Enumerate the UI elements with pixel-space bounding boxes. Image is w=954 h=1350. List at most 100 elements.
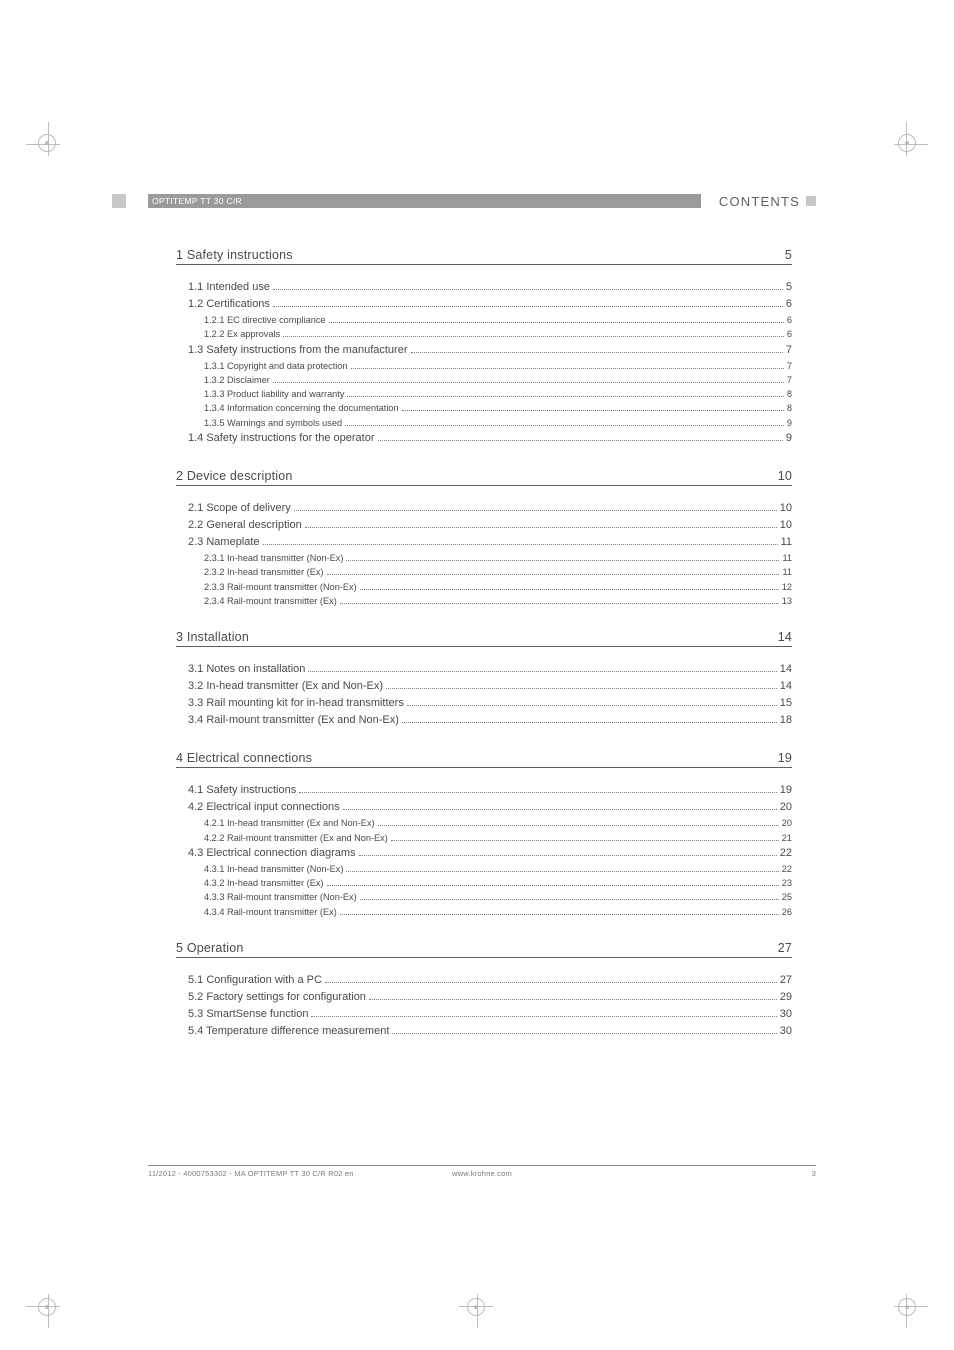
header-product: OPTITEMP TT 30 C/R [152, 196, 242, 206]
toc-entry-label: 2.1 Scope of delivery [176, 500, 291, 517]
toc-entry-page: 22 [780, 845, 792, 862]
toc-leader-dots [327, 885, 779, 886]
toc-entry-page: 11 [782, 551, 792, 565]
toc-entry-level2: 1.2.2 Ex approvals 6 [176, 327, 792, 341]
toc-content: 1 Safety instructions51.1 Intended use51… [176, 248, 792, 1040]
toc-entry-label: 3.1 Notes on installation [176, 661, 305, 678]
toc-entry-page: 9 [786, 430, 792, 447]
toc-entry-page: 13 [782, 594, 792, 608]
footer-doc-id: 11/2012 - 4000753302 - MA OPTITEMP TT 30… [148, 1169, 354, 1178]
toc-entry-page: 5 [786, 279, 792, 296]
toc-entry-level1: 1.1 Intended use 5 [176, 279, 792, 296]
toc-entry-label: 5.3 SmartSense function [176, 1006, 308, 1023]
toc-entry-page: 6 [786, 296, 792, 313]
toc-chapter-heading: 1 Safety instructions 5 [176, 248, 792, 265]
toc-leader-dots [360, 899, 779, 900]
toc-entry-label: 1.3.3 Product liability and warranty [176, 387, 344, 401]
toc-entry-label: 3.3 Rail mounting kit for in-head transm… [176, 695, 404, 712]
toc-chapter-page: 27 [778, 941, 792, 955]
toc-entry-label: 1.3.1 Copyright and data protection [176, 359, 348, 373]
toc-chapter-title: 4 Electrical connections [176, 751, 312, 765]
toc-leader-dots [311, 1016, 776, 1017]
toc-entry-page: 14 [780, 678, 792, 695]
toc-entry-page: 30 [780, 1006, 792, 1023]
toc-entry-level2: 1.2.1 EC directive compliance6 [176, 313, 792, 327]
toc-entry-level1: 4.1 Safety instructions 19 [176, 782, 792, 799]
toc-leader-dots [392, 1033, 776, 1034]
toc-entry-page: 18 [780, 712, 792, 729]
toc-entry-label: 4.3.3 Rail-mount transmitter (Non-Ex) [176, 890, 357, 904]
toc-entry-label: 2.3.3 Rail-mount transmitter (Non-Ex) [176, 580, 357, 594]
toc-entry-level2: 1.3.1 Copyright and data protection 7 [176, 359, 792, 373]
toc-entry-page: 7 [786, 342, 792, 359]
toc-entry-level2: 4.3.2 In-head transmitter (Ex)23 [176, 876, 792, 890]
toc-entry-label: 1.2 Certifications [176, 296, 270, 313]
toc-entry-level1: 5.2 Factory settings for configuration 29 [176, 989, 792, 1006]
toc-entry-level2: 1.3.3 Product liability and warranty 8 [176, 387, 792, 401]
toc-entry-label: 1.2.1 EC directive compliance [176, 313, 326, 327]
toc-entry-level1: 3.3 Rail mounting kit for in-head transm… [176, 695, 792, 712]
toc-entry-level2: 2.3.4 Rail-mount transmitter (Ex)13 [176, 594, 792, 608]
toc-entry-label: 4.3.4 Rail-mount transmitter (Ex) [176, 905, 337, 919]
crop-mark-top-left [34, 130, 62, 158]
toc-chapter-title: 5 Operation [176, 941, 244, 955]
toc-chapter-page: 19 [778, 751, 792, 765]
toc-entry-label: 4.1 Safety instructions [176, 782, 296, 799]
toc-entry-page: 21 [782, 831, 792, 845]
toc-leader-dots [402, 722, 777, 723]
toc-chapter-heading: 5 Operation 27 [176, 941, 792, 958]
toc-entry-level2: 2.3.2 In-head transmitter (Ex) 11 [176, 565, 792, 579]
toc-entry-label: 1.3.5 Warnings and symbols used [176, 416, 342, 430]
toc-chapter: 3 Installation143.1 Notes on installatio… [176, 630, 792, 729]
toc-entry-level1: 5.1 Configuration with a PC27 [176, 972, 792, 989]
crop-mark-bottom-left [34, 1292, 62, 1320]
toc-chapter-page: 14 [778, 630, 792, 644]
toc-entry-label: 4.2.1 In-head transmitter (Ex and Non-Ex… [176, 816, 375, 830]
toc-entry-page: 6 [787, 327, 792, 341]
toc-entry-level1: 3.1 Notes on installation14 [176, 661, 792, 678]
header-section-label: CONTENTS [711, 194, 804, 208]
header-right-square [806, 196, 816, 206]
toc-entry-page: 19 [780, 782, 792, 799]
toc-entry-page: 9 [787, 416, 792, 430]
page-footer: 11/2012 - 4000753302 - MA OPTITEMP TT 30… [148, 1165, 816, 1178]
toc-leader-dots [340, 603, 779, 604]
toc-entry-level2: 4.2.2 Rail-mount transmitter (Ex and Non… [176, 831, 792, 845]
toc-leader-dots [305, 527, 777, 528]
toc-chapter-title: 1 Safety instructions [176, 248, 293, 262]
toc-entry-level2: 2.3.3 Rail-mount transmitter (Non-Ex)12 [176, 580, 792, 594]
toc-entry-level1: 5.3 SmartSense function 30 [176, 1006, 792, 1023]
toc-entry-level1: 3.4 Rail-mount transmitter (Ex and Non-E… [176, 712, 792, 729]
toc-entry-page: 11 [782, 565, 792, 579]
toc-leader-dots [283, 336, 784, 337]
toc-entry-page: 27 [780, 972, 792, 989]
toc-leader-dots [378, 825, 779, 826]
toc-leader-dots [340, 914, 779, 915]
toc-leader-dots [273, 382, 784, 383]
toc-entry-page: 8 [787, 387, 792, 401]
toc-leader-dots [411, 352, 783, 353]
toc-entry-level1: 1.2 Certifications 6 [176, 296, 792, 313]
toc-entry-label: 4.3.1 In-head transmitter (Non-Ex) [176, 862, 343, 876]
toc-leader-dots [329, 322, 784, 323]
toc-entry-label: 1.1 Intended use [176, 279, 270, 296]
toc-entry-level1: 5.4 Temperature difference measurement 30 [176, 1023, 792, 1040]
toc-chapter-page: 10 [778, 469, 792, 483]
toc-chapter-page: 5 [785, 248, 792, 262]
toc-entry-label: 5.4 Temperature difference measurement [176, 1023, 389, 1040]
toc-entry-page: 7 [787, 359, 792, 373]
toc-leader-dots [273, 289, 783, 290]
toc-leader-dots [359, 855, 777, 856]
toc-entry-label: 1.2.2 Ex approvals [176, 327, 280, 341]
toc-entry-level1: 1.4 Safety instructions for the operator… [176, 430, 792, 447]
toc-leader-dots [345, 425, 784, 426]
toc-entry-label: 5.2 Factory settings for configuration [176, 989, 366, 1006]
toc-entry-page: 29 [780, 989, 792, 1006]
toc-leader-dots [294, 510, 777, 511]
toc-entry-level1: 4.3 Electrical connection diagrams22 [176, 845, 792, 862]
toc-entry-level1: 3.2 In-head transmitter (Ex and Non-Ex)1… [176, 678, 792, 695]
toc-entry-label: 2.3.2 In-head transmitter (Ex) [176, 565, 324, 579]
toc-entry-page: 30 [780, 1023, 792, 1040]
header-left-square [112, 194, 126, 208]
toc-entry-label: 4.2 Electrical input connections [176, 799, 340, 816]
